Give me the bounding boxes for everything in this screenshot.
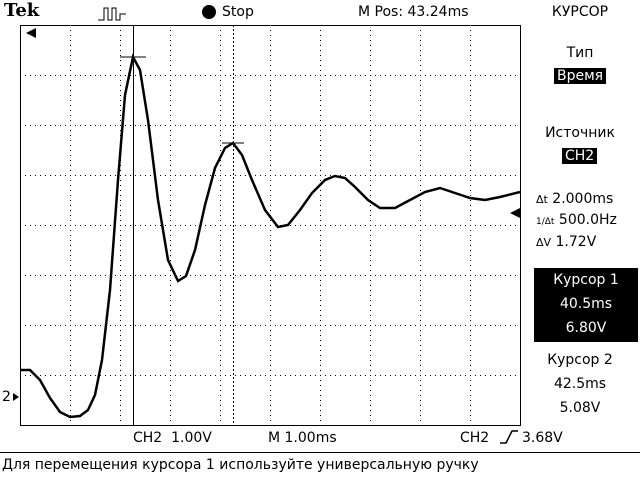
run-status-icon [202,5,216,19]
cursor2-time: 42.5ms [553,376,607,392]
acquisition-icon [98,7,126,21]
channel-marker-arrow [13,393,19,401]
readout-value: 500.0Hz [558,212,617,228]
readout-symbol: ΔV [536,236,552,249]
trigger-level: 3.68V [522,430,563,446]
readout-symbol: 1/Δt [536,217,555,227]
cursor2-voltage: 5.08V [559,400,601,416]
source-value[interactable]: CH2 [562,148,598,164]
brand: Tek [4,0,40,21]
timebase: M 1.00ms [268,430,337,446]
cursor1-box[interactable]: Курсор 1 40.5ms 6.80V [534,268,638,342]
cursor2-label: Курсор 2 [547,352,613,368]
graticule [20,25,521,426]
run-status: Stop [222,4,254,20]
source-label: Источник [545,125,615,141]
horizontal-position: M Pos: 43.24ms [358,4,469,20]
waveform [20,53,521,419]
trigger-level-marker [510,208,520,218]
cursor1-time: 40.5ms [559,296,613,312]
readout-symbol: Δt [536,193,548,206]
trigger-slope-icon [500,430,518,444]
menu-title: КУРСОР [551,4,609,20]
message: Для перемещения курсора 1 используйте ун… [2,457,479,473]
type-value[interactable]: Время [554,68,607,84]
cursor1-label: Курсор 1 [553,272,619,288]
cursor1-voltage: 6.80V [565,320,607,336]
trigger-position-marker [26,28,36,38]
readout-value: 1.72V [555,234,597,250]
trigger-source: CH2 [460,430,490,446]
channel-marker: 2 [2,389,11,405]
type-label: Тип [566,45,594,61]
channel-scale: CH2 1.00V [133,430,212,446]
readout-value: 2.000ms [552,191,614,207]
